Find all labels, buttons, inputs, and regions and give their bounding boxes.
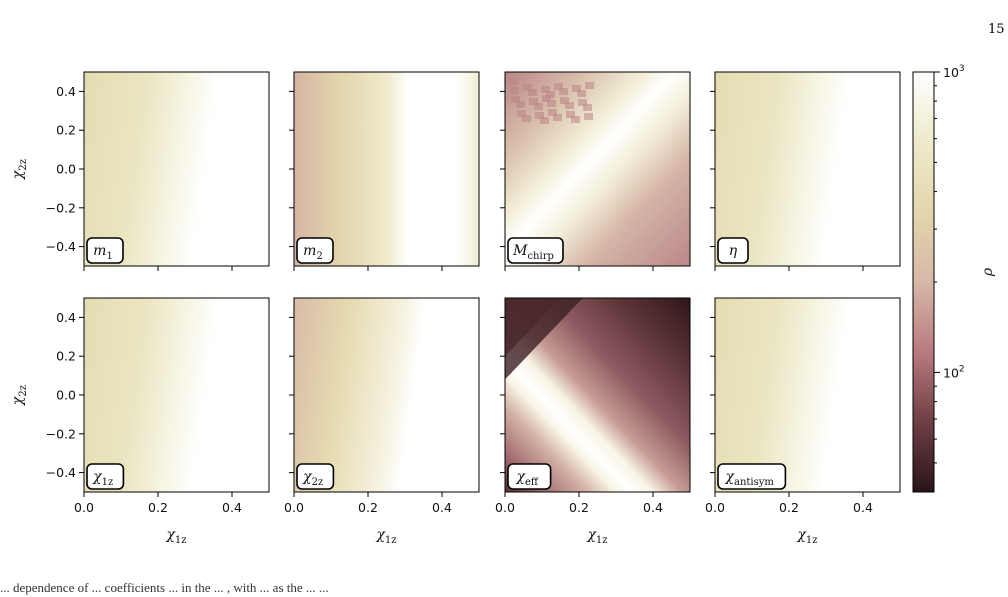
noise-patch [547, 100, 556, 107]
panel-label: Mchirp [512, 243, 554, 262]
panel-label: χ1z [92, 469, 113, 488]
colorbar-gradient [913, 72, 934, 492]
panel-label-box [86, 237, 124, 264]
panel-label: m2 [303, 243, 323, 262]
noise-patch [560, 97, 569, 104]
noise-patch [510, 87, 519, 94]
noise-patch [578, 99, 587, 106]
panel-label-box [296, 463, 335, 490]
noise-patch [509, 78, 518, 85]
colorbar-tick-label: 102 [943, 364, 965, 380]
panel-7: 0.0 0.2 0.4 χeff χ1z [495, 297, 691, 546]
x-axis-label: χ1z [165, 527, 186, 546]
panel-label: χantisym [725, 469, 775, 488]
noise-patch [546, 91, 555, 98]
x-tick-label: 0.4 [853, 500, 873, 515]
noise-patch [577, 90, 586, 97]
panel-2: m2 [289, 71, 480, 271]
y-tick-label: 0.4 [56, 84, 76, 99]
noise-patch [571, 116, 580, 123]
x-axis-label: χ1z [796, 527, 817, 546]
heatmap-fill [84, 298, 269, 492]
noise-patch [572, 85, 581, 92]
noise-patch [535, 112, 544, 119]
panel-label: m1 [93, 243, 113, 262]
y-tick-label: −0.2 [46, 426, 76, 441]
heatmap-fill [715, 298, 900, 492]
noise-patch [516, 101, 525, 108]
heatmap-fill [294, 298, 479, 492]
noise-patch [584, 113, 593, 120]
panel-label-box [86, 463, 125, 490]
noise-patch [554, 83, 563, 90]
noise-patch [540, 117, 549, 124]
noise-patch [511, 96, 520, 103]
y-tick-label: 0.4 [56, 310, 76, 325]
colorbar-tick-label: 103 [943, 64, 965, 80]
x-tick-label: 0.2 [148, 500, 168, 515]
noise-patch [534, 103, 543, 110]
x-tick-label: 0.0 [705, 500, 725, 515]
noise-patch [548, 109, 557, 116]
panel-label: η [729, 243, 738, 259]
caption-fragment: ... dependence of ... coefficients ... i… [0, 580, 329, 595]
panel-label: χeff [516, 469, 539, 488]
noise-patch [541, 86, 550, 93]
y-tick-label: 0.2 [56, 123, 76, 138]
x-tick-label: 0.4 [432, 500, 452, 515]
noise-patch [566, 111, 575, 118]
panel-label-box [296, 237, 334, 264]
y-tick-label: 0.0 [56, 388, 76, 403]
noise-patch [522, 115, 531, 122]
x-tick-label: 0.2 [779, 500, 799, 515]
panel-5: 0.0 0.2 0.4 0.4 0.2 0.0 −0.2 −0.4 χ1z χ1z χ2z [10, 297, 270, 546]
x-axis-label: χ1z [375, 527, 396, 546]
x-axis-label: χ1z [586, 527, 607, 546]
x-tick-label: 0.4 [222, 500, 242, 515]
colorbar-label: ρ [980, 267, 996, 277]
heatmap-fill [294, 72, 479, 266]
panel-label-box [507, 463, 552, 490]
contour-band [505, 298, 561, 357]
noise-patch [523, 84, 532, 91]
y-tick-label: −0.2 [46, 200, 76, 215]
noise-patch [565, 102, 574, 109]
colorbar: 103 102 ρ [912, 64, 996, 493]
panel-4: η [710, 71, 901, 271]
y-tick-label: 0.2 [56, 349, 76, 364]
y-tick-label: −0.4 [46, 465, 76, 480]
y-tick-label: 0.0 [56, 162, 76, 177]
panel-1: 0.4 0.2 0.0 −0.2 −0.4 m1 χ2z [10, 71, 270, 271]
panel-label-box [507, 237, 564, 264]
noise-patch [559, 88, 568, 95]
heatmap-fill [84, 72, 269, 266]
noise-patch [553, 114, 562, 121]
noise-patch [517, 110, 526, 117]
panel-label-box [717, 237, 749, 264]
x-tick-label: 0.0 [495, 500, 515, 515]
panel-3: Mchirp [500, 71, 691, 271]
x-tick-label: 0.2 [358, 500, 378, 515]
x-tick-label: 0.2 [569, 500, 589, 515]
panel-8: 0.0 0.2 0.4 χantisym χ1z [705, 297, 901, 546]
noise-patch [585, 82, 594, 89]
noise-patch [529, 98, 538, 105]
y-tick-label: −0.4 [46, 239, 76, 254]
x-tick-label: 0.4 [643, 500, 663, 515]
panel-6: 0.0 0.2 0.4 χ2z χ1z [284, 297, 480, 546]
panel-label-box [717, 463, 787, 490]
x-tick-label: 0.0 [74, 500, 94, 515]
y-axis-label: χ2z [10, 385, 29, 406]
panel-label: χ2z [302, 469, 323, 488]
x-tick-label: 0.0 [284, 500, 304, 515]
y-axis-label: χ2z [10, 159, 29, 180]
noise-patch [542, 95, 551, 102]
noise-patch [528, 89, 537, 96]
page-number: 15 [988, 22, 1005, 37]
noise-patch [583, 104, 592, 111]
heatmap-fill [715, 72, 900, 266]
